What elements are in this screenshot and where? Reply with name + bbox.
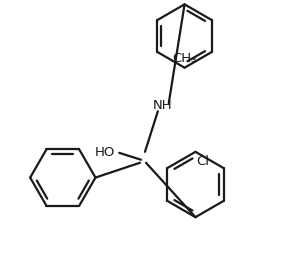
- Text: CH₃: CH₃: [172, 52, 197, 65]
- Text: Cl: Cl: [196, 155, 209, 168]
- Text: HO: HO: [95, 146, 116, 159]
- Text: NH: NH: [153, 99, 173, 112]
